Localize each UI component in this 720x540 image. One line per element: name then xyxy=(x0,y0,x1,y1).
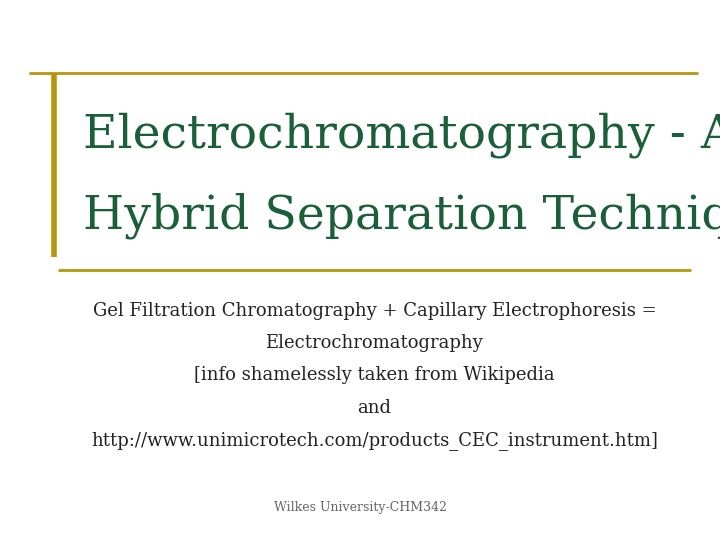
Text: Electrochromatography - A: Electrochromatography - A xyxy=(83,112,720,158)
Text: Hybrid Separation Technique: Hybrid Separation Technique xyxy=(83,193,720,239)
Text: http://www.unimicrotech.com/products_CEC_instrument.htm]: http://www.unimicrotech.com/products_CEC… xyxy=(91,430,658,450)
Text: Electrochromatography: Electrochromatography xyxy=(266,334,483,352)
Text: and: and xyxy=(357,399,392,417)
Text: Gel Filtration Chromatography + Capillary Electrophoresis =: Gel Filtration Chromatography + Capillar… xyxy=(93,301,656,320)
Text: Wilkes University-CHM342: Wilkes University-CHM342 xyxy=(274,501,446,514)
Text: [info shamelessly taken from Wikipedia: [info shamelessly taken from Wikipedia xyxy=(194,366,554,384)
